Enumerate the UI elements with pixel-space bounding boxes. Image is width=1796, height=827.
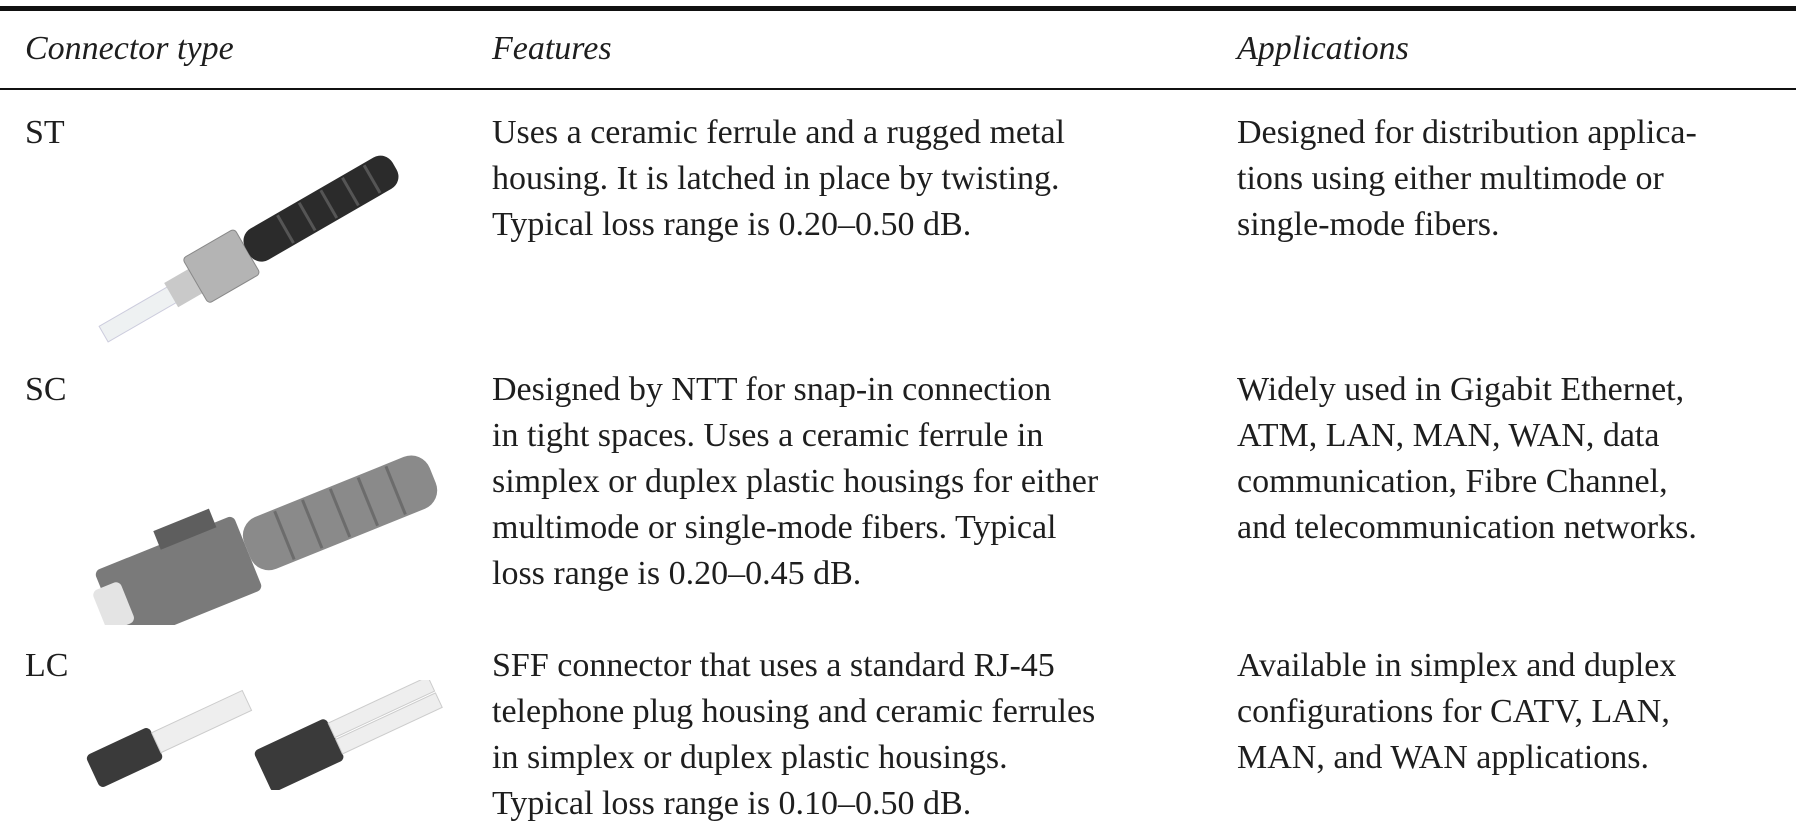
- features-line: SFF connector that uses a standard RJ-45: [492, 647, 1055, 684]
- features-line: Uses a ceramic ferrule and a rugged meta…: [492, 114, 1065, 151]
- connector-type: ST: [25, 114, 65, 151]
- sc-connector-image: [93, 455, 438, 625]
- applications-line: single-mode fibers.: [1237, 206, 1500, 243]
- st-connector-image: [98, 155, 399, 343]
- header-cell: Applications: [1237, 30, 1409, 67]
- features-line: simplex or duplex plastic housings for e…: [492, 463, 1099, 500]
- header-cell: Features: [492, 30, 612, 67]
- applications-line: configurations for CATV, LAN,: [1237, 693, 1670, 730]
- applications-line: Available in simplex and duplex: [1237, 647, 1677, 684]
- applications-line: Designed for distribution applica-: [1237, 114, 1697, 151]
- connector-type: LC: [25, 647, 69, 684]
- features-line: housing. It is latched in place by twist…: [492, 160, 1060, 197]
- applications-line: MAN, and WAN applications.: [1237, 739, 1650, 776]
- applications-line: tions using either multimode or: [1237, 160, 1664, 197]
- applications-line: and telecommunication networks.: [1237, 509, 1697, 546]
- features-line: multimode or single-mode fibers. Typical: [492, 509, 1057, 546]
- header-cell: Connector type: [25, 30, 234, 67]
- features-line: Typical loss range is 0.10–0.50 dB.: [492, 785, 972, 822]
- features-line: telephone plug housing and ceramic ferru…: [492, 693, 1096, 730]
- features-line: in tight spaces. Uses a ceramic ferrule …: [492, 417, 1044, 454]
- top-rule: [0, 6, 1796, 11]
- features-line: Typical loss range is 0.20–0.50 dB.: [492, 206, 972, 243]
- header-rule: [0, 88, 1796, 90]
- features-line: in simplex or duplex plastic housings.: [492, 739, 1008, 776]
- features-line: Designed by NTT for snap-in connection: [492, 371, 1052, 408]
- connector-type: SC: [25, 371, 67, 408]
- applications-line: ATM, LAN, MAN, WAN, data: [1237, 417, 1660, 454]
- applications-line: Widely used in Gigabit Ethernet,: [1237, 371, 1685, 408]
- applications-line: communication, Fibre Channel,: [1237, 463, 1668, 500]
- lc-connector-image: [86, 680, 443, 790]
- features-line: loss range is 0.20–0.45 dB.: [492, 555, 862, 592]
